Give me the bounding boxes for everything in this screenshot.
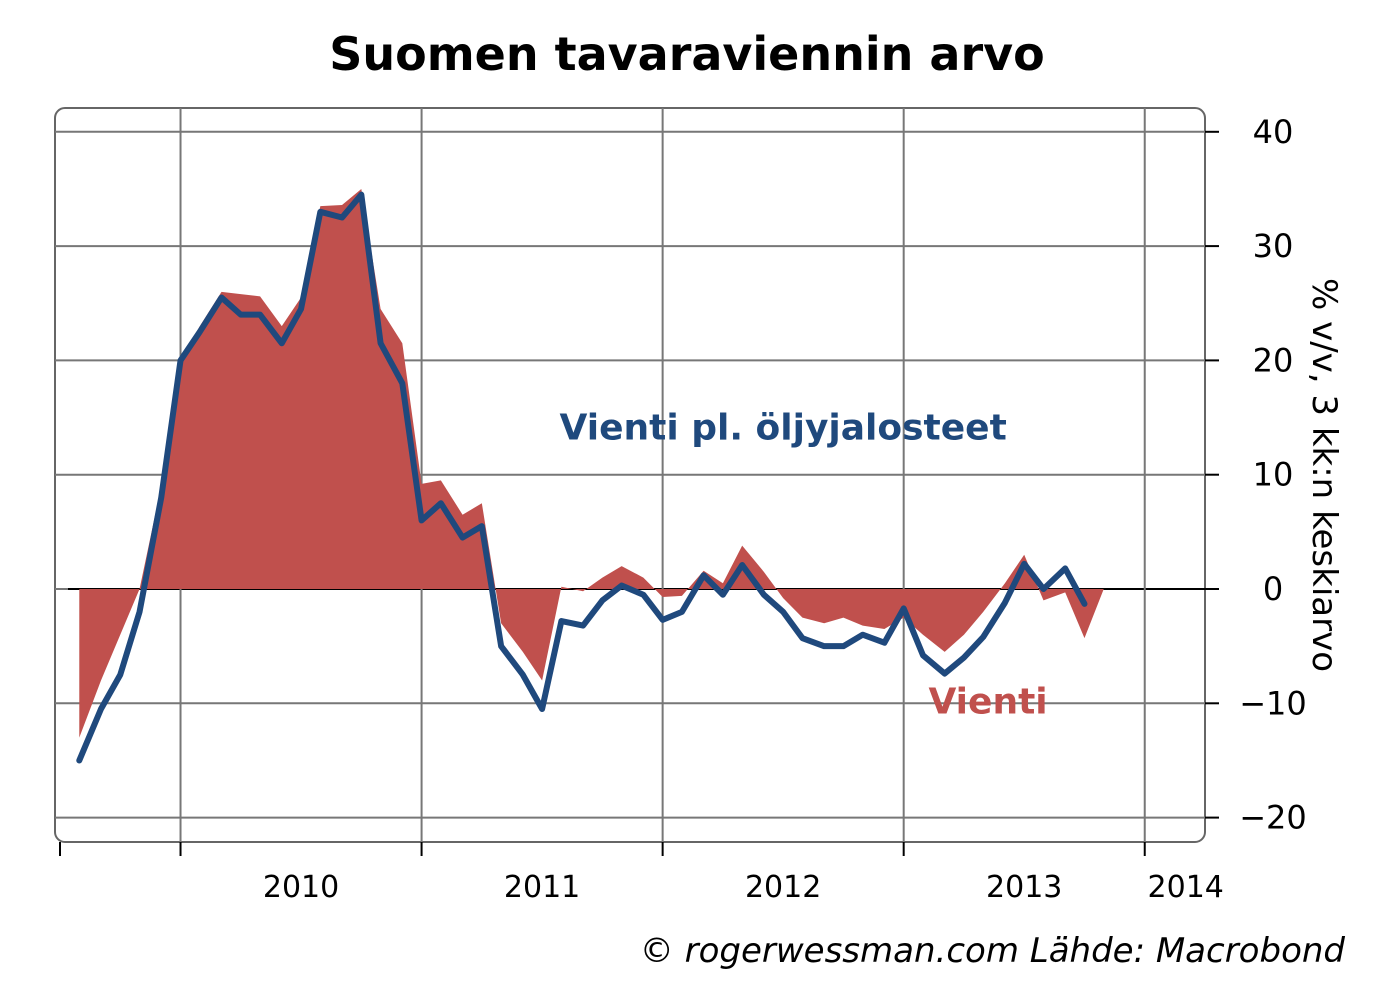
x-tick-label: 2014 (1148, 870, 1224, 905)
vienti-area-layer (79, 188, 1186, 738)
x-axis-ticks: 2010 2011 2012 2013 2014 (59, 842, 1224, 905)
annotation-vienti: Vienti (928, 682, 1047, 723)
y-tick-label: 20 (1253, 341, 1294, 379)
y-tick-label: −10 (1239, 684, 1307, 722)
vienti-pl-line-layer (76, 191, 1088, 764)
vienti-pl-line (76, 191, 1088, 764)
y-tick-label: 10 (1253, 456, 1294, 494)
chart-title: Suomen tavaraviennin arvo (329, 27, 1044, 81)
y-tick-label: −20 (1239, 799, 1307, 837)
y-tick-label: 40 (1253, 113, 1294, 151)
y-axis-ticks: −20 −10 0 10 20 30 40 (1205, 113, 1307, 837)
y-tick-label: 30 (1253, 227, 1294, 265)
vienti-area (79, 188, 1186, 738)
source-credit: © rogerwessman.com Lähde: Macrobond (640, 931, 1346, 971)
x-tick-label: 2010 (263, 870, 339, 905)
y-tick-label: 0 (1263, 570, 1283, 608)
x-tick-label: 2011 (504, 870, 580, 905)
annotation-vienti-pl: Vienti pl. öljyjalosteet (560, 407, 1007, 448)
x-tick-label: 2012 (745, 870, 821, 905)
x-tick-label: 2013 (986, 870, 1062, 905)
y-axis-label: % v/v, 3 kk:n keskiarvo (1304, 278, 1344, 672)
